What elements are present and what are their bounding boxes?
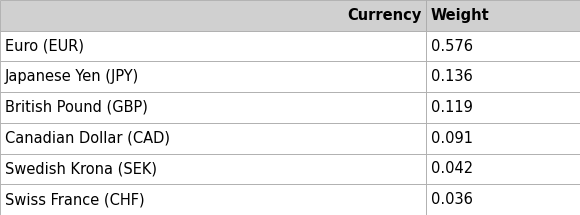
Text: Swiss France (CHF): Swiss France (CHF) [5, 192, 144, 207]
Bar [426, 154, 580, 184]
Text: Swedish Krona (SEK): Swedish Krona (SEK) [5, 161, 157, 177]
Bar [426, 31, 580, 61]
Text: Currency: Currency [347, 8, 422, 23]
Text: 0.576: 0.576 [431, 38, 473, 54]
Text: Weight: Weight [431, 8, 490, 23]
Bar [426, 184, 580, 215]
Bar [0, 61, 426, 92]
Text: 0.119: 0.119 [431, 100, 473, 115]
Text: Canadian Dollar (CAD): Canadian Dollar (CAD) [5, 131, 169, 146]
Bar [0, 184, 426, 215]
Bar [426, 92, 580, 123]
Text: 0.091: 0.091 [431, 131, 473, 146]
Text: Euro (EUR): Euro (EUR) [5, 38, 84, 54]
Bar [426, 123, 580, 154]
Bar [0, 154, 426, 184]
Text: Japanese Yen (JPY): Japanese Yen (JPY) [5, 69, 139, 84]
Text: 0.042: 0.042 [431, 161, 473, 177]
Text: 0.036: 0.036 [431, 192, 473, 207]
Bar [426, 0, 580, 31]
Bar [426, 61, 580, 92]
Text: 0.136: 0.136 [431, 69, 473, 84]
Text: British Pound (GBP): British Pound (GBP) [5, 100, 147, 115]
Bar [0, 31, 426, 61]
Bar [0, 92, 426, 123]
Bar [0, 123, 426, 154]
Bar [0, 0, 426, 31]
